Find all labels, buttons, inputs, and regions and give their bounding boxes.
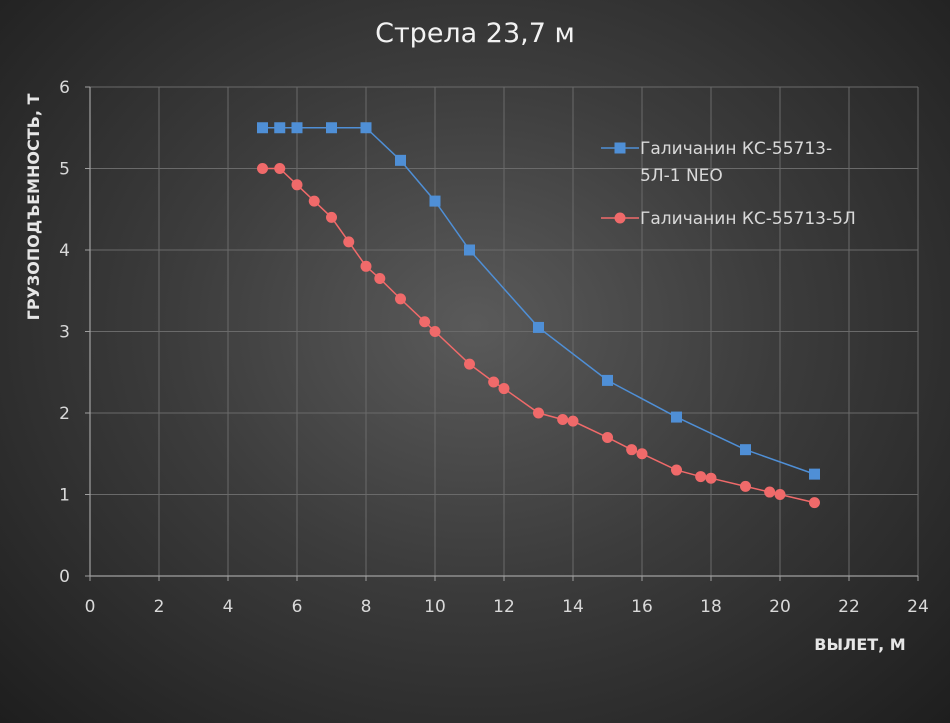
x-tick-label: 6	[292, 597, 303, 617]
data-point	[257, 122, 268, 134]
y-tick-label: 5	[59, 160, 70, 180]
data-point	[464, 244, 475, 256]
data-point	[360, 122, 372, 134]
chart-title: Стрела 23,7 м	[375, 18, 575, 49]
data-point	[809, 497, 820, 509]
gridlines	[89, 86, 919, 577]
data-point	[326, 122, 337, 134]
data-point	[774, 489, 786, 500]
data-point	[626, 444, 638, 456]
series-2	[257, 163, 820, 509]
data-point	[308, 195, 320, 207]
data-point	[360, 260, 372, 272]
data-point	[557, 414, 569, 426]
series-line	[262, 127, 815, 475]
data-point	[257, 163, 268, 174]
data-point	[291, 122, 303, 134]
axes	[85, 86, 919, 581]
data-point	[764, 486, 776, 498]
data-point	[740, 444, 751, 456]
data-point	[705, 472, 717, 484]
data-point	[374, 273, 386, 285]
x-tick-label: 12	[493, 597, 515, 617]
x-axis-title: ВЫЛЕТ, М	[814, 635, 905, 654]
data-point	[809, 468, 820, 480]
data-point	[695, 471, 707, 483]
x-tick-label: 24	[907, 597, 929, 617]
y-tick-label: 3	[59, 323, 70, 343]
x-tick-label: 20	[769, 597, 791, 617]
series	[257, 122, 820, 509]
data-point	[533, 321, 544, 333]
data-point	[533, 407, 544, 419]
data-point	[291, 179, 303, 191]
data-point	[464, 358, 475, 370]
y-tick-label: 0	[59, 567, 70, 587]
data-point	[326, 211, 337, 223]
legend-item: Галичанин КС-55713- 5Л-1 NEO	[601, 139, 832, 186]
data-point	[488, 376, 500, 388]
y-tick-label: 4	[59, 241, 70, 261]
legend-marker	[614, 212, 626, 224]
legend-marker	[614, 142, 626, 154]
data-point	[602, 431, 613, 443]
data-point	[498, 383, 510, 395]
series-1	[257, 122, 820, 480]
y-tick-label: 6	[59, 78, 70, 98]
x-tick-label: 2	[154, 597, 165, 617]
data-point	[395, 293, 406, 305]
x-tick-label: 22	[838, 597, 860, 617]
data-point	[567, 415, 579, 427]
legend-label: Галичанин КС-55713-	[640, 139, 832, 159]
legend-item: Галичанин КС-55713-5Л	[601, 209, 856, 229]
data-point	[671, 411, 682, 423]
x-tick-label: 16	[631, 597, 653, 617]
data-point	[740, 480, 751, 492]
data-point	[429, 326, 441, 337]
x-tick-label: 4	[223, 597, 234, 617]
data-point	[636, 448, 648, 460]
data-point	[274, 163, 286, 174]
data-point	[395, 154, 406, 166]
data-point	[602, 374, 613, 386]
x-tick-label: 8	[361, 597, 372, 617]
data-point	[274, 122, 286, 134]
y-tick-label: 2	[59, 404, 70, 424]
data-point	[419, 316, 431, 328]
y-axis-title: ГРУЗОПОДЪЕМНОСТЬ, Т	[24, 94, 43, 321]
y-tick-label: 1	[59, 486, 70, 506]
data-point	[671, 464, 682, 476]
x-tick-label: 10	[424, 597, 446, 617]
x-tick-label: 0	[85, 597, 96, 617]
x-tick-label: 18	[700, 597, 722, 617]
x-tick-label: 14	[562, 597, 584, 617]
legend-label: Галичанин КС-55713-5Л	[640, 209, 856, 229]
data-point	[429, 195, 441, 207]
legend-label: 5Л-1 NEO	[640, 166, 723, 186]
data-point	[343, 236, 355, 248]
